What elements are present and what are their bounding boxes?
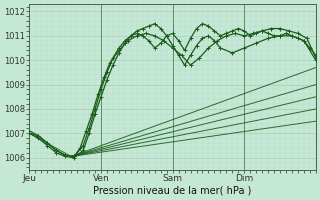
X-axis label: Pression niveau de la mer( hPa ): Pression niveau de la mer( hPa ) — [93, 186, 252, 196]
